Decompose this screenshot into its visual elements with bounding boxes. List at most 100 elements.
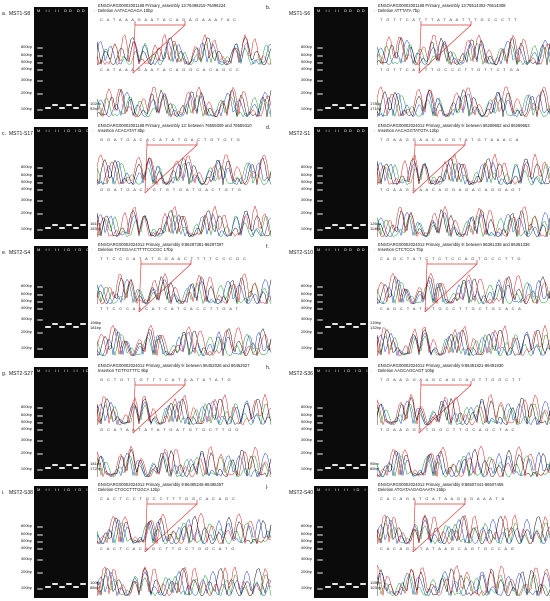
ladder-label: 300bp <box>20 197 32 202</box>
sample-band <box>45 107 51 109</box>
annotation-line: ENSOARG00002024012 Primary_assembly 9: b… <box>378 242 530 247</box>
trace-line <box>97 455 272 478</box>
band-size-label: 119bp <box>370 580 381 585</box>
ladder-band <box>317 69 323 71</box>
ladder-band <box>317 286 323 288</box>
sample-band <box>332 583 338 585</box>
sequence-top: T G A A G G A A C A G G T A T G T A A A … <box>380 137 520 142</box>
trace-line <box>377 209 550 238</box>
sequence-bottom: T T C C C A A C A T C A T C A C C T T G … <box>100 306 240 311</box>
trace-line <box>97 278 272 305</box>
annotation-line: ENSOARG00002024012 Primary_assembly 9: b… <box>98 363 250 368</box>
ladder-label: 800bp <box>20 44 32 49</box>
ladder-band <box>317 453 323 455</box>
marker-name: MST2-S27 <box>9 371 33 377</box>
indel-guide-line <box>144 503 198 553</box>
sample-band <box>332 323 338 325</box>
indel-box <box>420 21 472 26</box>
sample-band <box>325 467 331 469</box>
sample-band <box>346 104 352 106</box>
marker-name: MST2-S10 <box>289 250 313 256</box>
marker-name: MST1-S8 <box>9 11 31 17</box>
ladder-label: 200bp <box>20 569 32 574</box>
band-size-label: 198bp <box>90 320 102 325</box>
ladder-label: 400bp <box>20 186 32 191</box>
sequence-top: T G T T C A T T T A T A A T T T G C C C … <box>380 17 518 22</box>
sequence-top: T G A A G G A A G C A G C A G T T G G C … <box>380 377 523 382</box>
ladder-band <box>317 55 323 57</box>
panel-9: MST2-S40 800bp 600bp 500bp 400bp 300bp 200bp 10… <box>280 482 550 600</box>
ladder-band <box>317 469 323 471</box>
panel-6: g. MST2-S27 800bp 600bp 500bp 400bp 300bp 200bp… <box>0 363 272 481</box>
annotation-line: Deletion AAGCAGCAGT 10bp <box>378 368 435 373</box>
indel-box <box>140 260 192 265</box>
sequence-top: T T C C C A T A T G G A A C T T T T C C … <box>100 256 248 261</box>
gel-image: M II II II II ID ID <box>34 367 100 479</box>
indel-guide-line <box>418 24 472 74</box>
ladder-band <box>37 407 43 409</box>
panel-5: MST2-S10 800bp 600bp 500bp 400bp 300bp 200bp 10… <box>280 242 550 360</box>
gel-image: M II II ID ID ID ID <box>314 367 383 479</box>
sample-band <box>66 583 72 585</box>
sample-band <box>332 224 338 226</box>
lane-labels: M II II ID ID DD DD <box>37 247 109 252</box>
chromatogram <box>97 260 272 357</box>
ladder-band <box>37 213 43 215</box>
ladder-band <box>317 319 323 321</box>
band-size-label: 103bp <box>370 585 382 590</box>
trace-line <box>377 455 550 478</box>
ladder-label: 600bp <box>300 412 312 417</box>
trace-line <box>377 42 550 66</box>
ladder-label: 600bp <box>20 172 32 177</box>
ladder-label: 200bp <box>300 450 312 455</box>
trace-line <box>97 33 272 66</box>
sample-band <box>66 464 72 466</box>
ladder-label: 300bp <box>20 556 32 561</box>
trace-line <box>97 522 272 545</box>
trace-line <box>377 153 550 185</box>
ladder-band <box>37 286 43 288</box>
ladder-band <box>317 213 323 215</box>
ladder-band <box>37 429 43 431</box>
trace-line <box>377 564 550 597</box>
ladder-label: 400bp <box>20 66 32 71</box>
annotation-text: ENSOARG00002024012 Primary_assembly 9:86… <box>378 482 503 492</box>
ladder-band <box>317 440 323 442</box>
indel-guide-line <box>144 144 148 194</box>
band-size-label: 85bp <box>370 466 379 471</box>
annotation-line: Deletion ATTTATA 7bp <box>378 8 420 13</box>
annotation-text: ENSOARG00002024012 Primary_assembly 9: b… <box>378 242 530 252</box>
sample-band <box>80 224 86 226</box>
annotation-line: ENSOARG00002001168 Primary_assembly 13: … <box>98 123 252 128</box>
ladder-label: 500bp <box>300 59 312 64</box>
trace-line <box>377 214 550 238</box>
ladder-band <box>37 572 43 574</box>
trace-line <box>97 518 272 545</box>
ladder-band <box>37 469 43 471</box>
trace-line <box>97 567 272 597</box>
ladder-label: 400bp <box>300 66 312 71</box>
trace-line <box>97 515 272 545</box>
indel-box <box>414 141 466 146</box>
ladder-label: 300bp <box>20 77 32 82</box>
sequence-bottom: G G A T G A C T G T G T G A T G A C T G … <box>100 187 243 192</box>
sample-band <box>353 227 359 229</box>
band-size-label: 126bp <box>370 221 382 226</box>
sequence-bottom: T G A A G G A A C A G G A G A C A G G A … <box>380 187 523 192</box>
indel-guide-line <box>412 503 416 553</box>
ladder-band <box>37 534 43 536</box>
ladder-band <box>317 548 323 550</box>
sequence-bottom: C A G C T A T G T G C C T T G C T G C A … <box>380 306 523 311</box>
sample-band <box>45 326 51 328</box>
ladder-label: 300bp <box>300 197 312 202</box>
ladder-band <box>317 415 323 417</box>
ladder-band <box>317 182 323 184</box>
ladder-band <box>317 559 323 561</box>
gel-image: M II II DD DD ID ID <box>314 127 387 239</box>
ladder-band <box>37 559 43 561</box>
marker-name: MST2-S40 <box>289 490 313 496</box>
trace-line <box>377 515 550 545</box>
ladder-band <box>317 200 323 202</box>
ladder-band <box>37 167 43 169</box>
annotation-line: Deletion AATACAGAGA 10bp <box>98 8 153 13</box>
